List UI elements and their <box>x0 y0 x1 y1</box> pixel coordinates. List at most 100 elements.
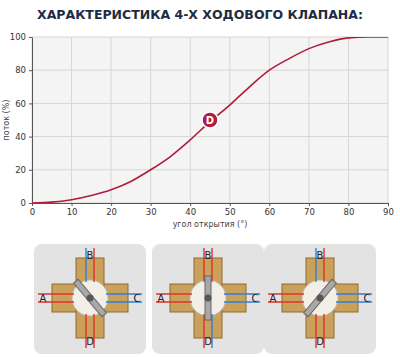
tick: 40 <box>15 132 32 142</box>
y-axis-title: поток (%) <box>2 100 11 141</box>
grid-line <box>150 37 151 203</box>
tick-label: 40 <box>185 207 196 217</box>
port-label: C <box>252 293 259 304</box>
tick: 90 <box>383 203 394 217</box>
grid-line <box>229 37 230 203</box>
port-label: A <box>158 293 165 304</box>
tick-mark <box>309 203 310 206</box>
port-label: B <box>317 250 324 261</box>
valve-rotor <box>74 279 107 317</box>
port-label: B <box>205 250 212 261</box>
tick-label: 30 <box>146 207 157 217</box>
valve-diagram: A B C D <box>264 244 376 354</box>
flow-line <box>32 37 388 203</box>
port-label: A <box>270 293 277 304</box>
tick-label: 10 <box>67 207 78 217</box>
grid-line <box>32 169 388 170</box>
tick-label: 90 <box>383 207 394 217</box>
tick-label: 80 <box>15 65 26 75</box>
diagram-background <box>152 244 264 354</box>
tick-mark <box>269 203 270 206</box>
port-label: D <box>204 336 212 347</box>
grid-line <box>32 136 388 137</box>
tick-label: 50 <box>225 207 236 217</box>
tick-mark <box>388 203 389 206</box>
tick-mark <box>230 203 231 206</box>
grid-line <box>388 37 389 203</box>
flow-pipe <box>93 248 94 282</box>
tick-mark <box>151 203 152 206</box>
grid-line <box>190 37 191 203</box>
x-axis: 0 10 20 30 40 50 60 70 80 90 <box>30 203 394 217</box>
annotation-marker <box>202 112 218 128</box>
valve-rotor <box>205 276 211 320</box>
tick-label: 60 <box>264 207 275 217</box>
tick: 70 <box>304 203 315 217</box>
tick: 60 <box>15 99 32 109</box>
x-axis-title: угол открытия (°) <box>173 220 248 229</box>
valve-chamber <box>72 280 108 316</box>
tick: 0 <box>30 203 35 217</box>
valve-rotor <box>304 279 337 317</box>
tick: 0 <box>21 198 32 208</box>
tick-mark <box>190 203 191 206</box>
tick: 30 <box>146 203 157 217</box>
port-label: D <box>316 336 324 347</box>
tick-mark <box>72 203 73 206</box>
tick-label: 100 <box>10 32 26 42</box>
axis-line <box>33 203 389 204</box>
tick: 10 <box>67 203 78 217</box>
tick-label: 80 <box>344 207 355 217</box>
tick-mark <box>29 37 32 38</box>
tick-mark <box>111 203 112 206</box>
tick-label: 70 <box>304 207 315 217</box>
tick-label: 0 <box>21 198 26 208</box>
grid-y <box>32 37 388 203</box>
port-label: D <box>86 336 94 347</box>
tick: 20 <box>106 203 117 217</box>
tick: 60 <box>264 203 275 217</box>
y-axis: 0 20 40 60 80 100 <box>10 32 33 208</box>
grid-line <box>32 37 33 203</box>
port-label: C <box>134 293 141 304</box>
port-label: A <box>40 293 47 304</box>
diagram-background <box>34 244 146 354</box>
tick: 80 <box>15 65 32 75</box>
tick-label: 20 <box>15 165 26 175</box>
canvas: ХАРАКТЕРИСТИКА 4-Х ХОДОВОГО КЛАПАНА: 0 10 2… <box>0 0 400 357</box>
tick-label: 20 <box>106 207 117 217</box>
grid-line <box>308 37 309 203</box>
grid-line <box>32 70 388 71</box>
plot-background <box>32 37 388 203</box>
tick-mark <box>29 203 32 204</box>
tick-mark <box>348 203 349 206</box>
axis-line <box>32 38 33 204</box>
valve-chamber <box>302 280 338 316</box>
annotation: D <box>202 112 218 128</box>
grid-line <box>32 37 388 38</box>
flow-pipe <box>211 248 212 282</box>
diagram-background <box>264 244 376 354</box>
port-label: C <box>364 293 371 304</box>
rotor-axis <box>205 295 212 302</box>
valve-diagram: A B C D <box>152 244 264 354</box>
tick-label: 60 <box>15 99 26 109</box>
tick-label: 40 <box>15 132 26 142</box>
tick-mark <box>29 170 32 171</box>
tick: 50 <box>225 203 236 217</box>
rotor-axis <box>87 295 94 302</box>
plot: 0 10 20 30 40 50 60 70 80 90 0 20 40 60 80 100 D <box>10 32 394 217</box>
rotor-axis <box>317 295 324 302</box>
tick-mark <box>29 137 32 138</box>
tick: 20 <box>15 165 32 175</box>
marks <box>32 37 388 203</box>
title: ХАРАКТЕРИСТИКА 4-Х ХОДОВОГО КЛАПАНА: <box>37 7 363 22</box>
grid-line <box>348 37 349 203</box>
grid-line <box>32 103 388 104</box>
grid-line <box>111 37 112 203</box>
grid-x <box>32 37 388 203</box>
grid-line <box>269 37 270 203</box>
tick-label: 0 <box>30 207 35 217</box>
tick: 100 <box>10 32 32 42</box>
tick: 80 <box>344 203 355 217</box>
